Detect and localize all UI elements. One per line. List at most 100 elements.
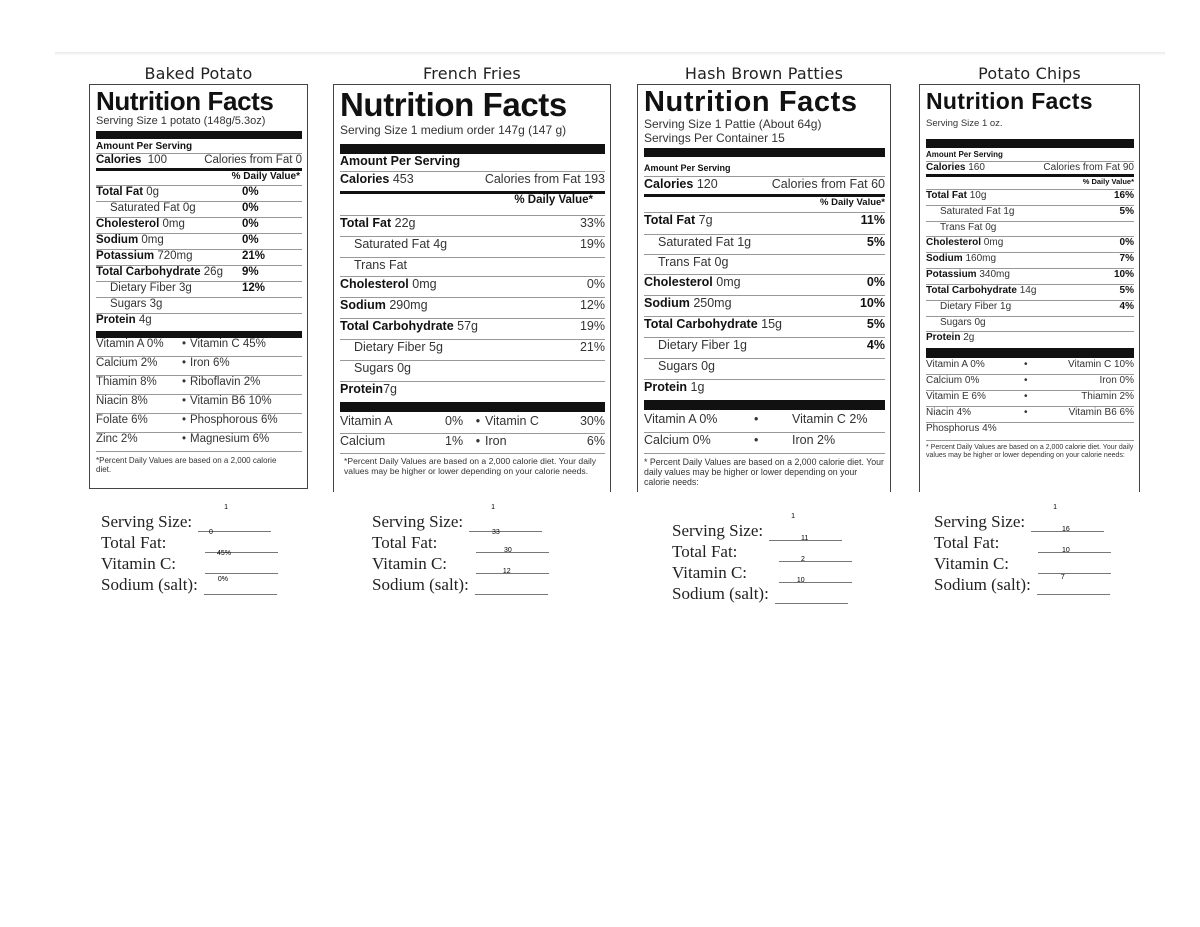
vitamin-row: Zinc 2% • Magnesium 6%	[96, 433, 302, 452]
nutrient-row: Potassium 340mg 10%	[926, 269, 1134, 285]
calories-label: Calories	[926, 162, 966, 173]
daily-value-header: % Daily Value*	[926, 177, 1134, 190]
total-fat-input[interactable]: 11	[779, 535, 852, 562]
column-baked-potato: Baked Potato Nutrition Facts Serving Siz…	[89, 64, 308, 489]
nutrient-row: Sodium 160mg 7%	[926, 253, 1134, 269]
sodium-input[interactable]: 12	[474, 568, 548, 595]
nutrient-row: Cholesterol 0mg 0%	[926, 237, 1134, 253]
worksheet-baked-potato: Serving Size: 1 Total Fat: 0 Vitamin C: 45%…	[101, 504, 278, 595]
nutrient-row: Saturated Fat 4g 19%	[340, 237, 605, 258]
amount-per-serving: Amount Per Serving	[926, 150, 1134, 162]
vitamin-row: Phosphorus 4%	[926, 423, 1134, 441]
sodium-label: Sodium (salt):	[934, 575, 1031, 594]
serving-size-input[interactable]: 1	[769, 513, 843, 541]
total-fat-label: Total Fat:	[101, 533, 167, 552]
serving-size: Serving Size 1 oz.	[926, 118, 1003, 129]
divider-thick	[926, 348, 1134, 358]
calories-from-fat: Calories from Fat 193	[484, 172, 605, 186]
nutrient-row: Dietary Fiber 1g 4%	[926, 301, 1134, 317]
nutrition-label: Nutrition Facts Serving Size 1 Pattie (A…	[637, 84, 891, 492]
food-title: French Fries	[423, 64, 521, 83]
nutrient-row: Sodium 0mg 0%	[96, 234, 302, 250]
calories-value: 453	[392, 172, 414, 186]
divider-thick	[926, 139, 1134, 148]
nutrient-row: Sodium 290mg 12%	[340, 298, 605, 319]
nutrient-row: Total Fat 0g 0%	[96, 186, 302, 202]
calories-label: Calories	[340, 172, 390, 186]
nutrient-row: Protein7g	[340, 382, 397, 396]
nutrient-row: Potassium 720mg 21%	[96, 250, 302, 266]
serving-size-input[interactable]: 1	[469, 504, 543, 532]
divider-thick	[96, 131, 302, 139]
calories-row: Calories 120 Calories from Fat 60	[644, 177, 885, 197]
sodium-label: Sodium (salt):	[372, 575, 469, 594]
vitamin-row: Vitamin A 0% • Vitamin C 2%	[644, 412, 885, 433]
nutrient-row: Sodium 250mg 10%	[644, 296, 885, 317]
vitamin-c-input[interactable]: 45%	[205, 550, 278, 574]
vitamin-row: Niacin 8% • Vitamin B6 10%	[96, 395, 302, 414]
serving-size-input[interactable]: 1	[1031, 504, 1105, 532]
nutrient-row: Cholesterol 0mg 0%	[340, 277, 605, 298]
vitamin-row: Calcium 0% • Iron 0%	[926, 375, 1134, 391]
nutrient-row: Dietary Fiber 5g 21%	[340, 340, 605, 361]
vitamin-row: Vitamin A 0% • Vitamin C 45%	[96, 338, 302, 357]
vitamin-c-label: Vitamin C:	[101, 554, 177, 573]
amount-per-serving: Amount Per Serving	[96, 141, 302, 154]
sodium-input[interactable]: 0%	[203, 576, 277, 595]
serving-size-input[interactable]: 1	[198, 504, 272, 532]
vitamin-c-input[interactable]: 10	[1038, 547, 1111, 574]
serving-size-label: Serving Size:	[372, 512, 464, 531]
nutrition-facts-heading: Nutrition Facts	[96, 86, 274, 116]
nutrient-row: Saturated Fat 1g 5%	[644, 235, 885, 255]
serving-size-label: Serving Size:	[101, 512, 193, 531]
food-title: Baked Potato	[144, 64, 253, 83]
column-french-fries: French Fries Nutrition Facts Serving Siz…	[333, 64, 611, 492]
serving-size-label: Serving Size:	[934, 512, 1026, 531]
vitamin-c-label: Vitamin C:	[372, 554, 448, 573]
nutrient-row: Protein 2g	[926, 332, 975, 343]
nutrient-row: Dietary Fiber 1g 4%	[644, 338, 885, 359]
daily-value-header: % Daily Value*	[644, 197, 885, 213]
calories-from-fat: Calories from Fat 90	[1043, 162, 1134, 173]
vitamin-row: Vitamin A 0% • Vitamin C 30%	[340, 414, 605, 434]
nutrient-row: Sugars 3g	[96, 298, 302, 314]
nutrient-row: Trans Fat 0g	[644, 255, 885, 275]
food-title: Hash Brown Patties	[684, 64, 844, 83]
nutrient-row: Total Carbohydrate 26g 9%	[96, 266, 302, 282]
nutrient-row: Total Fat 22g 33%	[340, 216, 605, 237]
nutrient-row: Total Fat 7g 11%	[644, 213, 885, 235]
nutrient-row: Protein 1g	[644, 380, 705, 394]
nutrition-label: Nutrition Facts Serving Size 1 potato (1…	[89, 84, 308, 489]
total-fat-input[interactable]: 0	[205, 529, 278, 553]
serving-size: Serving Size 1 Pattie (About 64g)	[644, 117, 822, 131]
nutrient-row: Cholesterol 0mg 0%	[96, 218, 302, 234]
nutrition-label: Nutrition Facts Serving Size 1 oz. Amoun…	[919, 84, 1140, 492]
divider-thick	[340, 402, 605, 412]
divider-thick	[644, 148, 885, 157]
sodium-input[interactable]: 10	[774, 577, 848, 604]
calories-label: Calories	[644, 177, 694, 191]
total-fat-input[interactable]: 16	[1038, 526, 1111, 553]
nutrient-row: Sugars 0g	[340, 361, 605, 382]
nutrient-row: Trans Fat 0g	[926, 222, 1134, 237]
sodium-input[interactable]: 7	[1036, 574, 1110, 595]
vitamin-c-label: Vitamin C:	[672, 563, 748, 582]
vitamin-c-input[interactable]: 30	[476, 547, 549, 574]
nutrient-row: Trans Fat	[340, 258, 605, 277]
servings-per-container: Servings Per Container 15	[644, 131, 785, 145]
nutrient-row: Total Carbohydrate 15g 5%	[644, 317, 885, 338]
nutrient-row: Total Carbohydrate 57g 19%	[340, 319, 605, 340]
divider-thick	[644, 400, 885, 410]
daily-value-header: % Daily Value*	[96, 171, 302, 186]
serving-size: Serving Size 1 potato (148g/5.3oz)	[96, 115, 266, 127]
vitamin-row: Niacin 4% • Vitamin B6 6%	[926, 407, 1134, 423]
nutrient-row: Cholesterol 0mg 0%	[644, 275, 885, 296]
calories-label: Calories	[96, 154, 142, 166]
vitamin-c-input[interactable]: 2	[779, 556, 852, 583]
vitamin-row: Thiamin 8% • Riboflavin 2%	[96, 376, 302, 395]
calories-value: 100	[147, 154, 167, 166]
total-fat-input[interactable]: 33	[476, 529, 549, 553]
nutrition-facts-heading: Nutrition Facts	[340, 86, 567, 123]
column-hash-brown-patties: Hash Brown Patties Nutrition Facts Servi…	[637, 64, 891, 492]
nutrition-facts-heading: Nutrition Facts	[644, 86, 858, 118]
